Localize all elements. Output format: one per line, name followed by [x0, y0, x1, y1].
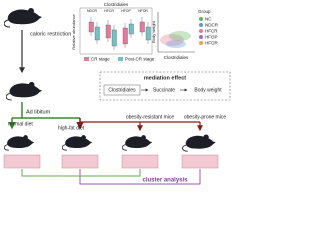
box — [128, 23, 134, 35]
branch-label: high-fat diet — [58, 125, 85, 131]
outcome-label: obesity-resistant mice — [126, 114, 175, 120]
bracket — [79, 169, 201, 185]
legend-label: NC — [205, 16, 212, 21]
legend-label: HFOR — [205, 40, 218, 45]
legend-label: NDCR — [205, 22, 219, 27]
mediation-node: Clostridiales — [108, 87, 136, 93]
mouse-icon — [62, 134, 93, 151]
tissue-slide — [61, 154, 99, 169]
boxplot-panel: Clostridiales Relative abundance NDCR HFC… — [71, 2, 155, 62]
bracket — [21, 169, 141, 177]
box — [145, 26, 151, 41]
box — [111, 29, 117, 47]
boxplot-title: Clostridiales — [104, 2, 129, 7]
tissue-slide — [181, 154, 219, 169]
box — [139, 21, 145, 33]
root-label: Ad libitum — [26, 109, 51, 115]
group-label: HFCR — [104, 9, 114, 13]
legend-label: CR stage — [91, 57, 110, 62]
legend-swatch — [118, 57, 123, 61]
legend-swatch — [199, 35, 203, 39]
group-label: NDCR — [87, 9, 98, 13]
box — [88, 21, 94, 33]
branch-label: normal diet — [8, 121, 33, 127]
cluster-ellipse — [166, 40, 186, 48]
treatment-label: caloric restriction — [30, 31, 71, 37]
mediation-node: Body weight — [194, 87, 222, 93]
tissue-slide — [3, 154, 41, 169]
legend-swatch — [199, 23, 203, 27]
legend-label: Post-CR stage — [125, 57, 155, 62]
box — [105, 24, 111, 39]
legend-swatch — [199, 29, 203, 33]
legend-swatch — [84, 57, 89, 61]
cluster-ellipse — [160, 34, 184, 46]
tissue-slide — [121, 154, 159, 169]
mouse-icon — [4, 7, 43, 28]
node-box — [103, 84, 141, 96]
box — [94, 26, 100, 41]
mediation-node: Succinate — [153, 87, 175, 93]
analysis-label: cluster analysis — [142, 178, 188, 184]
cluster-ellipse — [169, 31, 191, 41]
graphical-abstract: caloric restriction Clostridiales Relati… — [3, 2, 231, 185]
mouse-icon — [122, 134, 153, 151]
box — [122, 27, 128, 45]
scatter-x-label: Clostridiales — [164, 55, 189, 60]
legend-title: Group — [198, 9, 211, 14]
mediation-title: mediation effect — [144, 75, 186, 81]
mouse-icon — [182, 134, 217, 152]
scatter-panel: Body weight Clostridiales Group NCNDCRHF… — [151, 9, 219, 60]
legend-swatch — [199, 41, 203, 45]
legend-label: HFOP — [205, 34, 218, 39]
mouse-icon — [6, 81, 43, 101]
legend-label: HFCR — [205, 28, 218, 33]
group-label: HFOR — [138, 9, 148, 13]
scatter-y-label: Body weight — [151, 20, 156, 43]
boxplot-y-label: Relative abundance — [71, 14, 76, 50]
mouse-icon — [4, 134, 35, 151]
outcome-label: obesity-prone mice — [184, 114, 226, 120]
group-label: HFOP — [121, 9, 131, 13]
mediation-box — [99, 71, 231, 101]
legend-swatch — [199, 17, 203, 21]
